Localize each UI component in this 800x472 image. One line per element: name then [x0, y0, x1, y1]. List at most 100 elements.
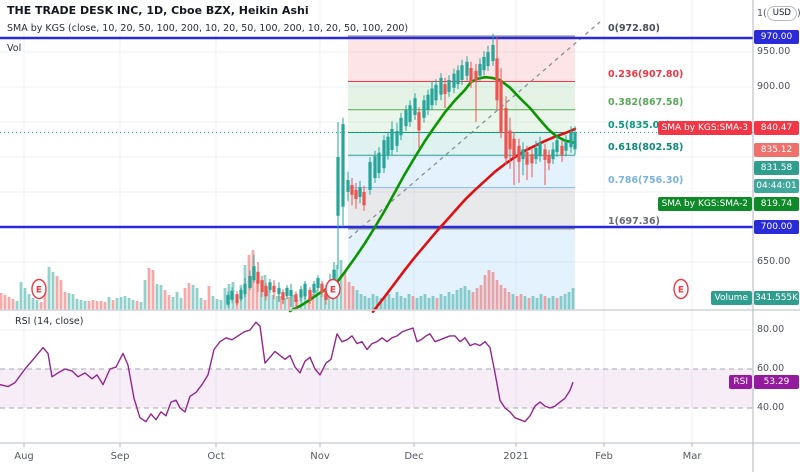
volume-bar — [523, 296, 527, 310]
indicator-name-tag: SMA by KGS:SMA-3 — [657, 121, 752, 135]
volume-bar — [307, 298, 311, 310]
volume-bar — [119, 297, 123, 310]
candle-body — [517, 145, 521, 162]
candle-body — [386, 136, 390, 155]
volume-bar — [367, 298, 371, 310]
candle-body — [312, 283, 316, 293]
sma-line[interactable] — [371, 127, 577, 314]
candle-body — [551, 149, 555, 160]
volume-bar — [563, 294, 567, 310]
candle-body — [277, 287, 281, 295]
volume-bar — [311, 294, 315, 310]
month-label[interactable]: 2021 — [503, 451, 529, 462]
volume-bar — [271, 295, 275, 310]
volume-bar — [83, 301, 87, 310]
volume-bar — [555, 298, 559, 310]
candle-body — [252, 266, 256, 281]
volume-bar — [415, 298, 419, 310]
month-label[interactable]: Dec — [404, 451, 424, 462]
volume-legend[interactable]: Vol — [7, 43, 22, 54]
volume-bar — [95, 301, 99, 310]
volume-bar — [71, 294, 75, 310]
candle-body — [358, 187, 362, 197]
candle-body — [569, 131, 573, 148]
candle-body — [534, 147, 538, 160]
volume-bar — [447, 292, 451, 310]
volume-bar — [527, 298, 531, 310]
volume-bar — [191, 285, 195, 310]
axis-top-fragment-left: 1( — [757, 8, 767, 19]
candle-body — [404, 110, 408, 127]
fib-band — [348, 81, 575, 110]
currency-toggle-area: 1( USD ) — [757, 6, 800, 21]
volume-bar — [147, 268, 151, 310]
month-label[interactable]: Nov — [310, 451, 330, 462]
candle-body — [289, 290, 293, 297]
candle-body — [447, 80, 451, 92]
sma-line[interactable] — [288, 75, 577, 313]
candle-body — [260, 280, 264, 293]
volume-bar — [11, 299, 15, 310]
volume-bar — [463, 286, 467, 310]
earnings-marker[interactable] — [673, 278, 689, 300]
month-label[interactable]: Aug — [14, 451, 34, 462]
rsi-line[interactable] — [0, 321, 574, 423]
volume-bar — [503, 288, 507, 310]
volume-bar — [59, 280, 63, 310]
volume-bar — [371, 294, 375, 310]
volume-bar — [399, 296, 403, 310]
volume-bar — [315, 290, 319, 310]
volume-bar — [107, 297, 111, 310]
candle-body — [294, 294, 298, 302]
earnings-marker[interactable] — [325, 278, 341, 300]
volume-bar — [351, 286, 355, 310]
indicator-legend[interactable]: SMA by KGS (close, 10, 20, 50, 100, 200,… — [7, 23, 409, 34]
candle-body — [499, 80, 503, 134]
volume-bar — [499, 285, 503, 310]
candle-body — [346, 180, 350, 192]
candle-body — [272, 285, 276, 293]
candle-body — [390, 129, 394, 150]
candle-body — [422, 100, 426, 118]
month-label[interactable]: Oct — [207, 451, 225, 462]
fib-level-label: 0.382(867.58) — [608, 97, 684, 108]
candle-body — [336, 157, 340, 216]
candle-body — [491, 45, 495, 62]
currency-button[interactable]: USD — [766, 6, 797, 21]
rsi-legend[interactable]: RSI (14, close) — [15, 316, 84, 327]
candle-body — [452, 73, 456, 88]
fib-band — [348, 155, 575, 188]
month-label[interactable]: Mar — [682, 451, 702, 462]
price-axis-label: 80.00 — [757, 324, 785, 335]
volume-bar — [383, 296, 387, 310]
price-axis-pill: 831.58 — [754, 161, 799, 175]
month-label[interactable]: Sep — [110, 451, 130, 462]
candle-body — [413, 98, 417, 115]
volume-bar — [495, 280, 499, 310]
earnings-marker[interactable] — [31, 278, 47, 300]
candle-body — [268, 282, 272, 290]
volume-bar — [347, 282, 351, 310]
month-label[interactable]: Feb — [595, 451, 613, 462]
volume-bar — [403, 298, 407, 310]
volume-bar — [151, 270, 155, 310]
volume-bar — [123, 296, 127, 310]
volume-bar — [103, 302, 107, 310]
symbol-title[interactable]: THE TRADE DESK INC, 1D, Cboe BZX, Heikin… — [7, 4, 309, 17]
candle-body — [430, 88, 434, 106]
fib-level-label: 0(972.80) — [608, 23, 660, 34]
indicator-name-tag: SMA by KGS:SMA-2 — [657, 197, 752, 211]
volume-bar — [111, 300, 115, 310]
volume-bar — [0, 293, 3, 310]
volume-bar — [19, 282, 23, 310]
volume-bar — [511, 294, 515, 310]
price-axis-pill: 835.12 — [754, 143, 799, 157]
candle-body — [465, 61, 469, 76]
fib-level-label: 0.236(907.80) — [608, 69, 684, 80]
rsi-band — [0, 369, 753, 408]
volume-bar — [283, 298, 287, 310]
volume-bar — [327, 290, 331, 310]
volume-bar — [135, 301, 139, 310]
candle-body — [417, 112, 421, 131]
